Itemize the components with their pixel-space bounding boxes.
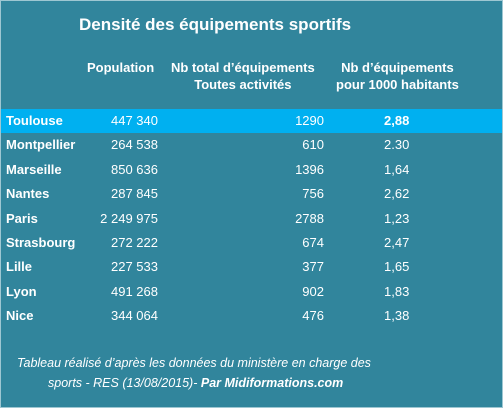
row-population: 850 636	[111, 161, 158, 177]
row-density: 1,65	[384, 259, 410, 275]
row-total: 902	[302, 283, 324, 299]
table-row: Strasbourg 272 222 674 2,47	[1, 231, 502, 255]
row-population: 447 340	[111, 113, 158, 128]
row-total: 610	[302, 137, 324, 153]
source-note-line2: sports - RES (13/08/2015)- Par Midiforma…	[17, 373, 437, 393]
column-header-density-line1: Nb d’équipements	[341, 60, 454, 75]
row-density: 2,88	[384, 113, 410, 128]
row-density: 2,62	[384, 186, 410, 202]
row-density: 1,38	[384, 308, 410, 324]
column-header-density: Nb d’équipements pour 1000 habitants	[336, 59, 459, 93]
source-note-line1: Tableau réalisé d’après les données du m…	[17, 356, 371, 370]
row-total: 2788	[295, 210, 324, 226]
row-total: 1396	[295, 161, 324, 177]
row-density: 2,47	[384, 234, 410, 250]
table-row: Montpellier 264 538 610 2.30	[1, 133, 502, 157]
row-total: 476	[302, 308, 324, 324]
column-header-total: Nb total d’équipements Toutes activités	[171, 59, 315, 93]
source-note-text: sports - RES (13/08/2015)-	[48, 376, 201, 390]
row-city: Nantes	[6, 186, 50, 202]
table-row: Marseille 850 636 1396 1,64	[1, 158, 502, 182]
row-density: 2.30	[384, 137, 410, 153]
row-density: 1,23	[384, 210, 410, 226]
column-header-total-line1: Nb total d’équipements	[171, 60, 315, 75]
table-row: Nice 344 064 476 1,38	[1, 304, 502, 328]
row-total: 1290	[295, 113, 324, 128]
table-row: Toulouse 447 340 1290 2,88	[1, 109, 502, 134]
row-city: Lille	[6, 259, 33, 275]
row-density: 1,64	[384, 161, 410, 177]
row-population: 2 249 975	[100, 210, 158, 226]
row-city: Strasbourg	[6, 234, 76, 250]
row-city: Toulouse	[6, 113, 63, 128]
table-row: Nantes 287 845 756 2,62	[1, 182, 502, 206]
source-note-brand: Par Midiformations.com	[200, 376, 344, 390]
row-city: Montpellier	[6, 137, 76, 153]
column-header-total-line2: Toutes activités	[194, 77, 292, 92]
table-row: Lyon 491 268 902 1,83	[1, 280, 502, 304]
column-header-population: Population	[87, 59, 154, 76]
row-city: Lyon	[6, 283, 37, 299]
row-population: 491 268	[111, 283, 158, 299]
row-total: 674	[302, 234, 324, 250]
chart-title: Densité des équipements sportifs	[79, 15, 352, 34]
column-header-density-line2: pour 1000 habitants	[336, 77, 459, 92]
row-population: 227 533	[111, 259, 158, 275]
row-population: 287 845	[111, 186, 158, 202]
row-density: 1,83	[384, 283, 410, 299]
row-total: 377	[302, 259, 324, 275]
row-population: 264 538	[111, 137, 158, 153]
source-note: Tableau réalisé d’après les données du m…	[17, 353, 437, 393]
table-row: Paris 2 249 975 2788 1,23	[1, 207, 502, 231]
row-population: 344 064	[111, 308, 158, 324]
table-row: Lille 227 533 377 1,65	[1, 255, 502, 279]
row-total: 756	[302, 186, 324, 202]
column-header-population-label: Population	[87, 60, 155, 75]
table-body: Toulouse 447 340 1290 2,88 Montpellier 264 53…	[1, 109, 502, 329]
row-city: Paris	[6, 210, 38, 226]
row-city: Nice	[6, 308, 34, 324]
row-population: 272 222	[111, 234, 158, 250]
row-city: Marseille	[6, 161, 62, 177]
